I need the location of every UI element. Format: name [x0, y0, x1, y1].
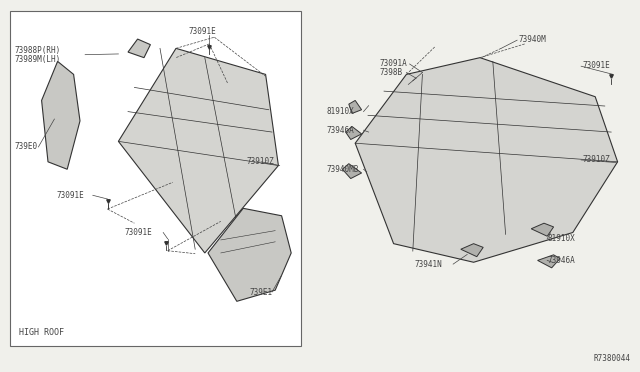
- Text: 73091E: 73091E: [56, 191, 84, 200]
- Text: 73940MB: 73940MB: [326, 165, 359, 174]
- Text: 73988P(RH): 73988P(RH): [14, 46, 60, 55]
- Text: R7380044: R7380044: [593, 354, 630, 363]
- Text: 73989M(LH): 73989M(LH): [14, 55, 60, 64]
- Polygon shape: [538, 255, 560, 268]
- Text: 73946A: 73946A: [547, 256, 575, 265]
- Text: 73910Z: 73910Z: [582, 155, 610, 164]
- Polygon shape: [461, 244, 483, 257]
- Text: 73940M: 73940M: [518, 35, 546, 44]
- Text: 81910X: 81910X: [326, 107, 354, 116]
- Text: 81910X: 81910X: [547, 234, 575, 243]
- Text: HIGH ROOF: HIGH ROOF: [19, 328, 64, 337]
- Polygon shape: [118, 48, 278, 253]
- Polygon shape: [128, 39, 150, 58]
- Text: 73910Z: 73910Z: [246, 157, 274, 166]
- Text: 73091E: 73091E: [582, 61, 610, 70]
- Text: 73946A: 73946A: [326, 126, 354, 135]
- Bar: [10, 11, 301, 346]
- Polygon shape: [346, 126, 362, 140]
- Polygon shape: [531, 223, 554, 236]
- Text: 73091E: 73091E: [125, 228, 152, 237]
- Text: 739E0: 739E0: [14, 142, 37, 151]
- Text: 73091A: 73091A: [380, 59, 407, 68]
- Text: 73091E: 73091E: [189, 27, 216, 36]
- Polygon shape: [355, 58, 618, 262]
- Text: 7398B: 7398B: [380, 68, 403, 77]
- Text: 739E1: 739E1: [250, 288, 273, 296]
- Polygon shape: [208, 208, 291, 301]
- Polygon shape: [42, 61, 80, 169]
- Text: 73941N: 73941N: [415, 260, 442, 269]
- Polygon shape: [342, 164, 362, 179]
- Polygon shape: [349, 100, 362, 113]
